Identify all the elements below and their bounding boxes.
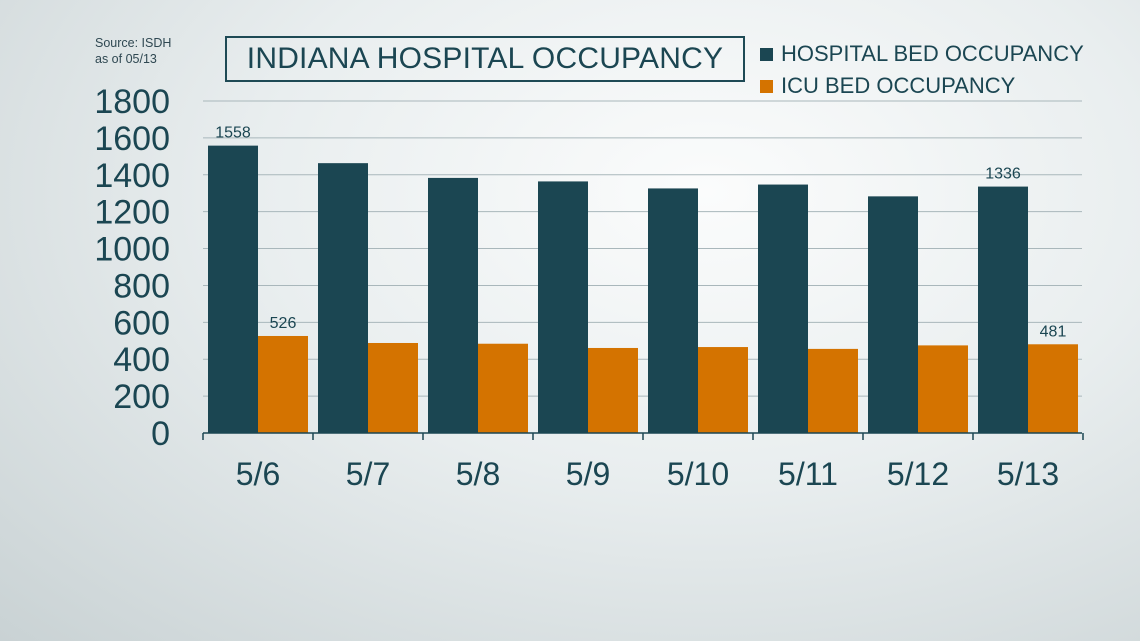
x-tick-label: 5/7 [346,456,390,492]
bar [1028,344,1078,433]
legend-label-hospital: HOSPITAL BED OCCUPANCY [781,41,1084,66]
bar [538,181,588,433]
bar [478,343,528,433]
y-tick-label: 800 [113,267,170,305]
data-label: 526 [270,315,297,332]
bar [978,186,1028,433]
bar [758,184,808,433]
bar [208,145,258,433]
legend-swatch-hospital [760,47,773,61]
x-tick-label: 5/9 [566,456,610,492]
data-label: 481 [1040,323,1067,340]
legend-swatch-icu [760,79,773,93]
x-tick-label: 5/8 [456,456,500,492]
bar [918,345,968,433]
bar [368,342,418,433]
source-note: Source: ISDH as of 05/13 [95,35,171,67]
y-tick-label: 400 [113,341,170,379]
bar [698,347,748,433]
x-tick-label: 5/10 [667,456,729,492]
legend-label-icu: ICU BED OCCUPANCY [781,73,1016,98]
y-tick-label: 200 [113,378,170,416]
legend-item-icu: ICU BED OCCUPANCY [760,70,1084,102]
y-tick-label: 1200 [94,194,170,232]
source-line: Source: ISDH [95,36,172,50]
y-tick-label: 600 [113,304,170,342]
bar [258,335,308,433]
x-tick-label: 5/13 [997,456,1059,492]
legend: HOSPITAL BED OCCUPANCY ICU BED OCCUPANCY [760,38,1084,102]
legend-item-hospital: HOSPITAL BED OCCUPANCY [760,38,1084,70]
bar [588,347,638,433]
source-date-line: as of 05/13 [95,52,157,66]
chart-title: INDIANA HOSPITAL OCCUPANCY [246,42,724,75]
y-tick-label: 1600 [94,120,170,158]
x-tick-label: 5/6 [236,456,280,492]
bar [808,348,858,433]
y-tick-label: 0 [151,415,170,453]
chart-title-box: INDIANA HOSPITAL OCCUPANCY [225,36,745,82]
bar [428,177,478,433]
bar [868,196,918,433]
bar [318,163,368,433]
y-tick-label: 1400 [94,157,170,195]
x-tick-label: 5/12 [887,456,949,492]
y-tick-label: 1800 [94,83,170,121]
x-tick-label: 5/11 [778,456,838,492]
data-label: 1336 [985,166,1021,183]
y-tick-label: 1000 [94,231,170,269]
bar [648,188,698,433]
data-label: 1558 [215,125,251,142]
